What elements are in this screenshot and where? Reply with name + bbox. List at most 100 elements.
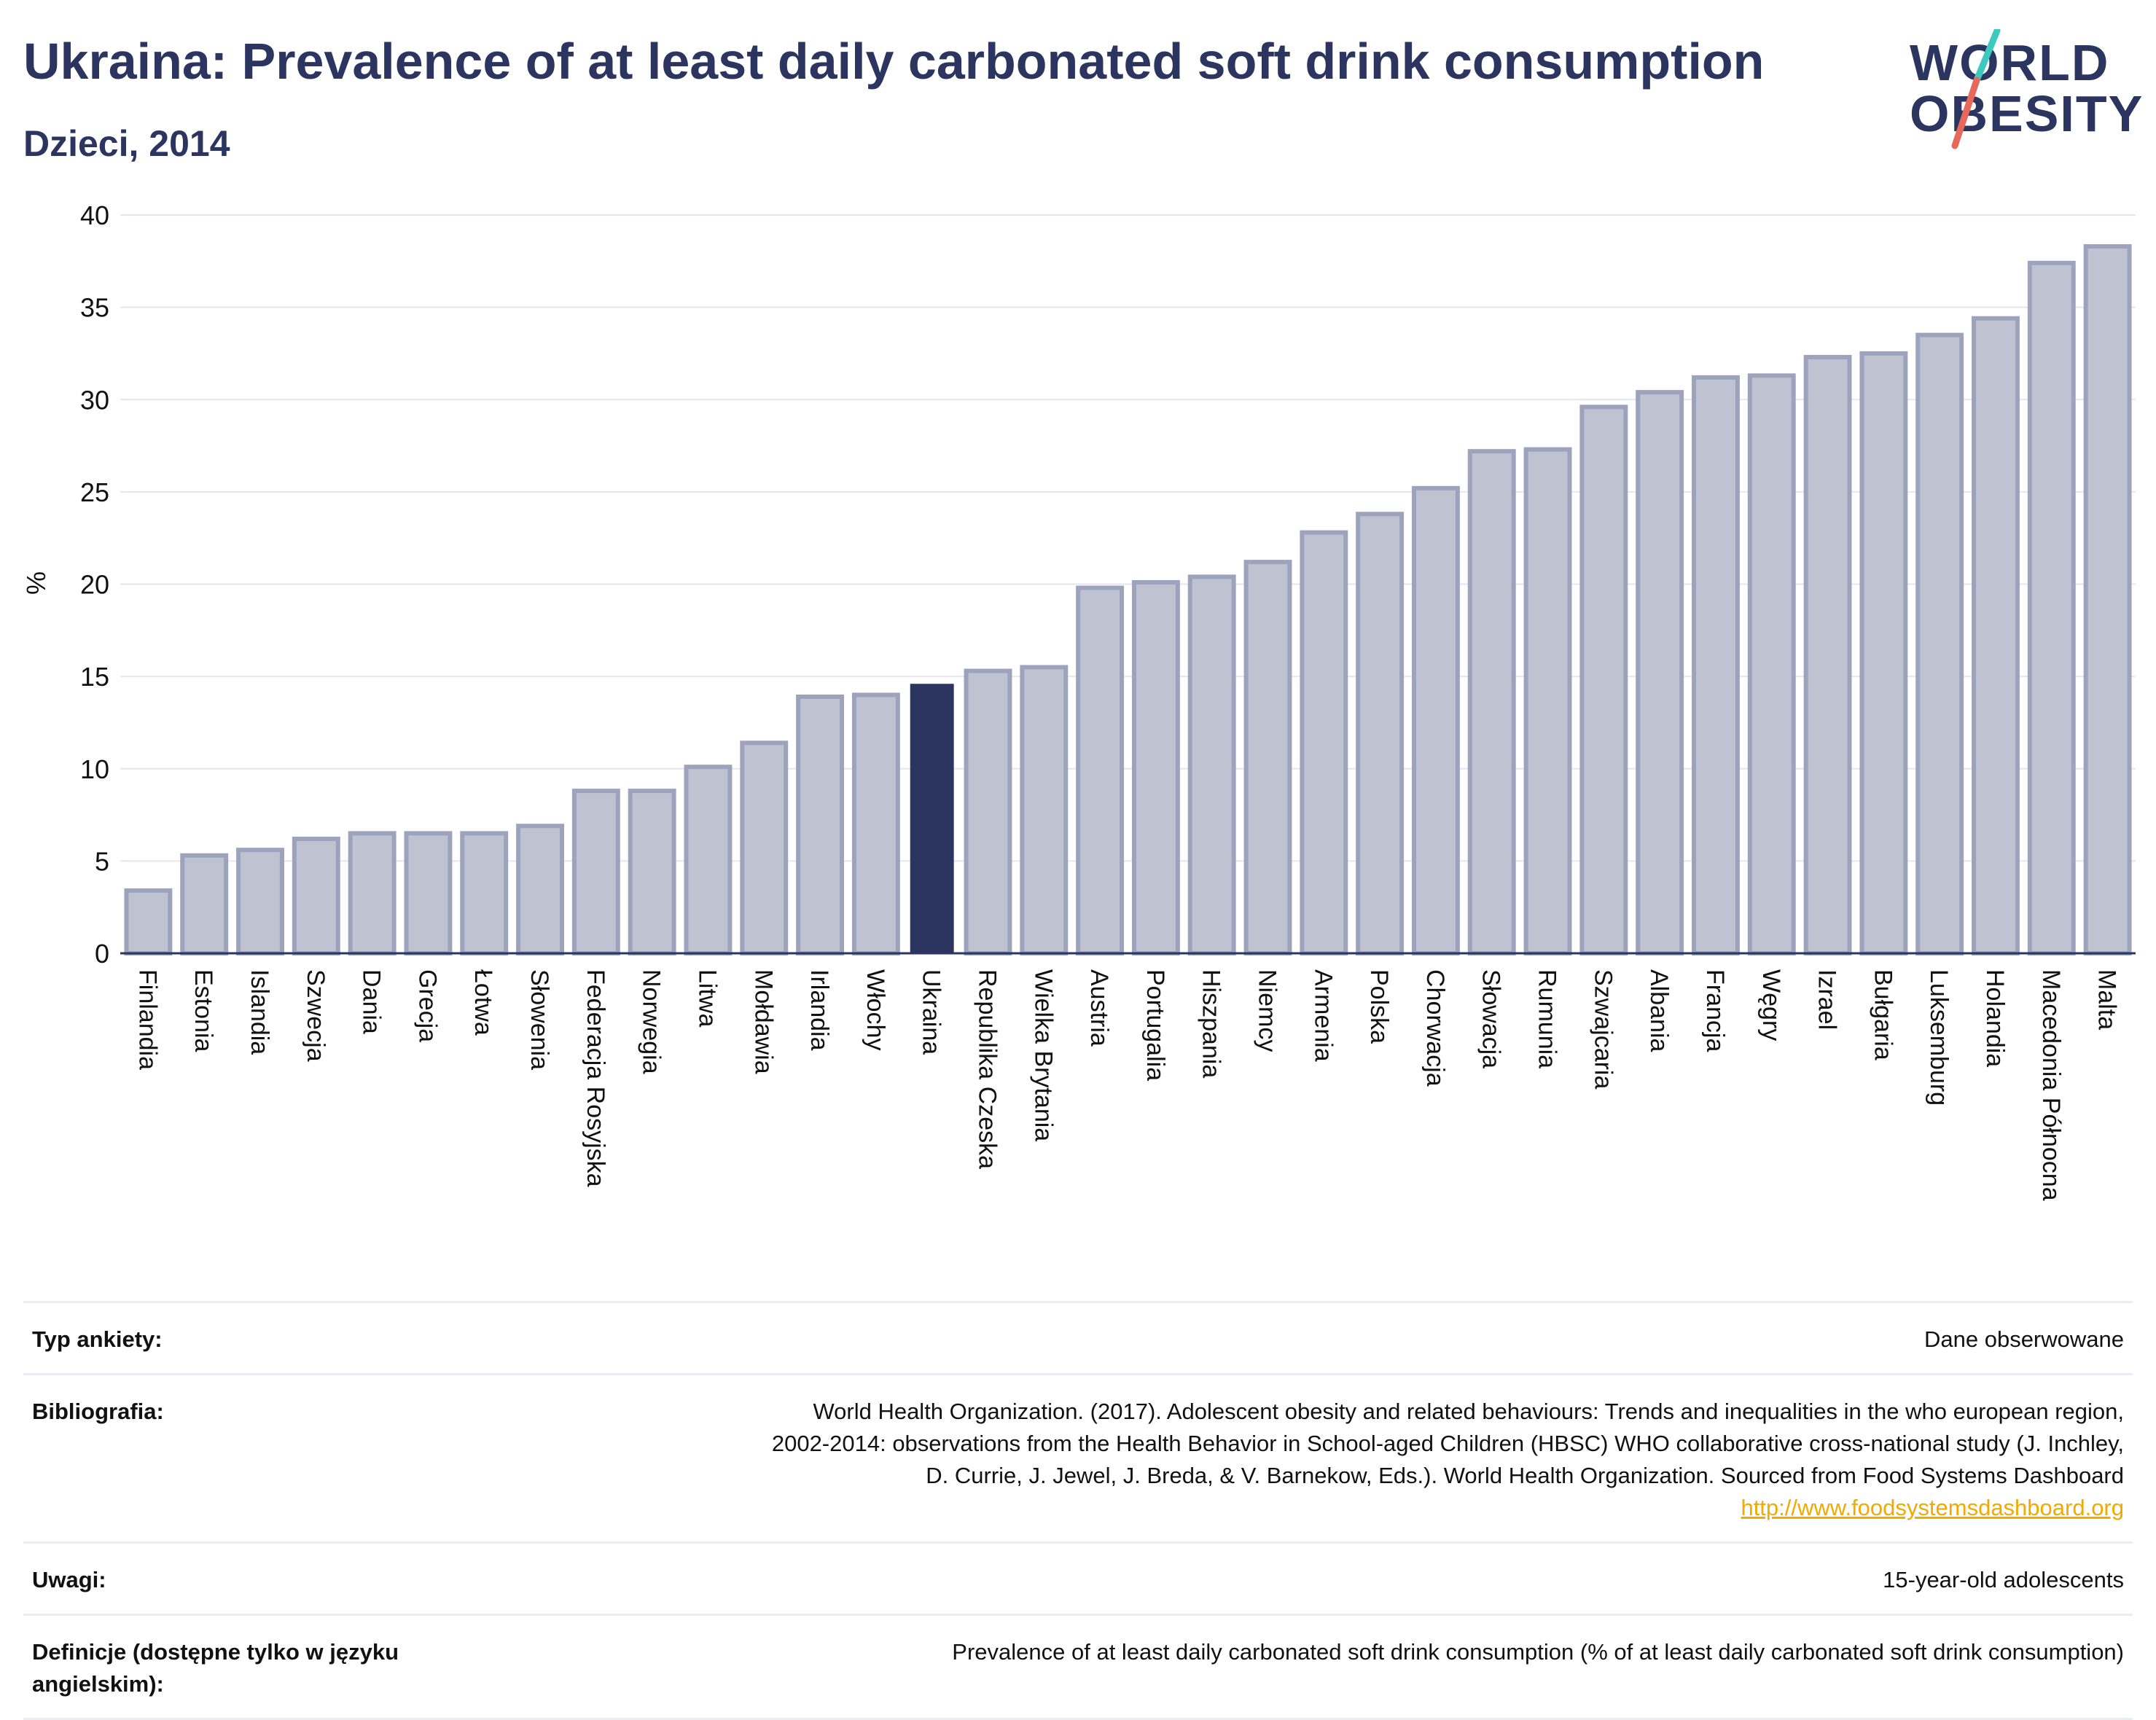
bar[interactable]: [348, 831, 397, 956]
source-link[interactable]: http://www.foodsystemsdashboard.org: [1741, 1495, 2124, 1520]
y-tick-label: 25: [80, 477, 109, 507]
bar[interactable]: [1187, 574, 1236, 955]
bibliography-line-2: 2002-2014: observations from the Health …: [771, 1431, 2124, 1456]
x-tick-label: Węgry: [1757, 969, 1785, 1041]
meta-row-survey: Typ ankiety: Dane obserwowane: [23, 1301, 2133, 1373]
x-tick-label: Albania: [1645, 969, 1673, 1052]
x-tick-label: Austria: [1085, 969, 1113, 1047]
bar[interactable]: [1356, 512, 1405, 955]
bar[interactable]: [1131, 579, 1180, 956]
bar[interactable]: [1579, 404, 1628, 955]
bar[interactable]: [180, 853, 229, 956]
bar[interactable]: [1972, 316, 2020, 955]
bar[interactable]: [851, 692, 900, 955]
bibliography-line-1: World Health Organization. (2017). Adole…: [813, 1399, 2124, 1424]
survey-type-value: Dane obserwowane: [1923, 1326, 2124, 1352]
bar[interactable]: [460, 831, 509, 956]
bibliography-value: World Health Organization. (2017). Adole…: [772, 1396, 2124, 1524]
bar[interactable]: [684, 765, 733, 956]
y-tick-label: 15: [80, 662, 109, 692]
bar[interactable]: [516, 824, 564, 955]
metadata-table: Typ ankiety: Dane obserwowane Bibliograf…: [23, 1301, 2133, 1720]
y-tick-label: 10: [80, 754, 109, 784]
notes-label: Uwagi:: [32, 1567, 106, 1592]
bar-highlight[interactable]: [910, 684, 954, 953]
x-tick-label: Bułgaria: [1869, 969, 1897, 1060]
x-tick-label: Mołdawia: [749, 969, 777, 1074]
bar[interactable]: [796, 694, 845, 955]
bar[interactable]: [740, 740, 789, 955]
x-tick-label: Rumunia: [1534, 969, 1561, 1068]
x-tick-label: Izrael: [1813, 969, 1841, 1030]
x-tick-label: Litwa: [693, 969, 721, 1027]
bar[interactable]: [1803, 355, 1852, 955]
page-subtitle: Dzieci, 2014: [23, 123, 230, 164]
y-tick-label: 35: [80, 293, 109, 323]
survey-type-label: Typ ankiety:: [32, 1326, 163, 1352]
page-title: Ukraina: Prevalence of at least daily ca…: [23, 33, 1765, 90]
bar[interactable]: [1411, 485, 1460, 955]
x-tick-label: Armenia: [1309, 969, 1337, 1062]
x-tick-label: Niemcy: [1254, 969, 1281, 1052]
definitions-label: Definicje (dostępne tylko w języku angie…: [32, 1639, 399, 1697]
bar[interactable]: [404, 831, 453, 956]
x-tick-label: Ukraina: [918, 969, 945, 1055]
bar[interactable]: [1915, 332, 1964, 956]
logo-line-1: WORLD: [1910, 34, 2110, 91]
grid-lines: [120, 214, 2136, 862]
bar[interactable]: [1692, 375, 1740, 955]
bar[interactable]: [1636, 390, 1684, 955]
bar-chart: 0 5 10 15 20 25 30 35 40 % Finlandia Estonia Islan…: [21, 200, 2136, 1201]
bar[interactable]: [1243, 560, 1292, 955]
bar[interactable]: [628, 789, 676, 956]
x-tick-label: Chorwacja: [1421, 969, 1449, 1087]
y-tick-label: 20: [80, 570, 109, 600]
x-tick-label: Szwecja: [302, 969, 329, 1062]
bar[interactable]: [124, 888, 173, 956]
x-tick-label: Federacja Rosyjska: [582, 969, 609, 1187]
x-tick-label: Estonia: [190, 969, 217, 1052]
bibliography-line-3: D. Currie, J. Jewel, J. Breda, & V. Barn…: [926, 1463, 2124, 1488]
x-tick-label: Finlandia: [133, 969, 161, 1070]
x-tick-label: Holandia: [1981, 969, 2009, 1067]
meta-row-definitions: Definicje (dostępne tylko w języku angie…: [23, 1614, 2133, 1720]
x-tick-label: Macedonia Północna: [2037, 969, 2065, 1201]
y-tick-label: 30: [80, 385, 109, 415]
bar[interactable]: [571, 789, 620, 956]
x-tick-label: Islandia: [246, 969, 273, 1055]
bars: [124, 244, 2132, 956]
x-tick-label: Polska: [1365, 969, 1393, 1044]
bar[interactable]: [2083, 244, 2132, 956]
x-tick-label: Dania: [358, 969, 386, 1034]
x-tick-label: Republika Czeska: [973, 969, 1001, 1169]
bar[interactable]: [964, 668, 1012, 956]
bar[interactable]: [1523, 447, 1572, 955]
x-tick-label: Łotwa: [469, 969, 497, 1036]
definitions-value: Prevalence of at least daily carbonated …: [952, 1639, 2124, 1665]
x-tick-label: Irlandia: [805, 969, 833, 1051]
bar[interactable]: [236, 848, 284, 955]
bibliography-label: Bibliografia:: [32, 1399, 164, 1424]
bar[interactable]: [1300, 530, 1348, 955]
bar[interactable]: [1076, 585, 1125, 955]
x-tick-label: Słowacja: [1477, 969, 1505, 1068]
meta-row-notes: Uwagi: 15-year-old adolescents: [23, 1541, 2133, 1614]
x-tick-label: Słowenia: [526, 969, 553, 1070]
logo-slash-icon: [1951, 29, 2001, 149]
bar[interactable]: [1747, 373, 1796, 955]
bar[interactable]: [2027, 260, 2076, 956]
bar[interactable]: [1467, 449, 1516, 956]
x-tick-label: Portugalia: [1141, 969, 1169, 1081]
world-obesity-logo[interactable]: WORLD OBESITY: [1902, 29, 2143, 157]
x-tick-labels: Finlandia Estonia Islandia Szwecja Dania Grec…: [133, 969, 2120, 1201]
x-tick-label: Szwajcaria: [1589, 969, 1617, 1089]
x-tick-label: Włochy: [862, 969, 889, 1050]
bar[interactable]: [1859, 351, 1908, 955]
x-tick-label: Wielka Brytania: [1029, 969, 1057, 1141]
notes-value: 15-year-old adolescents: [1883, 1567, 2124, 1592]
bar[interactable]: [1020, 665, 1069, 956]
x-tick-label: Norwegia: [638, 969, 665, 1074]
bar[interactable]: [292, 836, 340, 955]
y-tick-label: 40: [80, 200, 109, 230]
x-tick-label: Luksemburg: [1925, 969, 1953, 1106]
